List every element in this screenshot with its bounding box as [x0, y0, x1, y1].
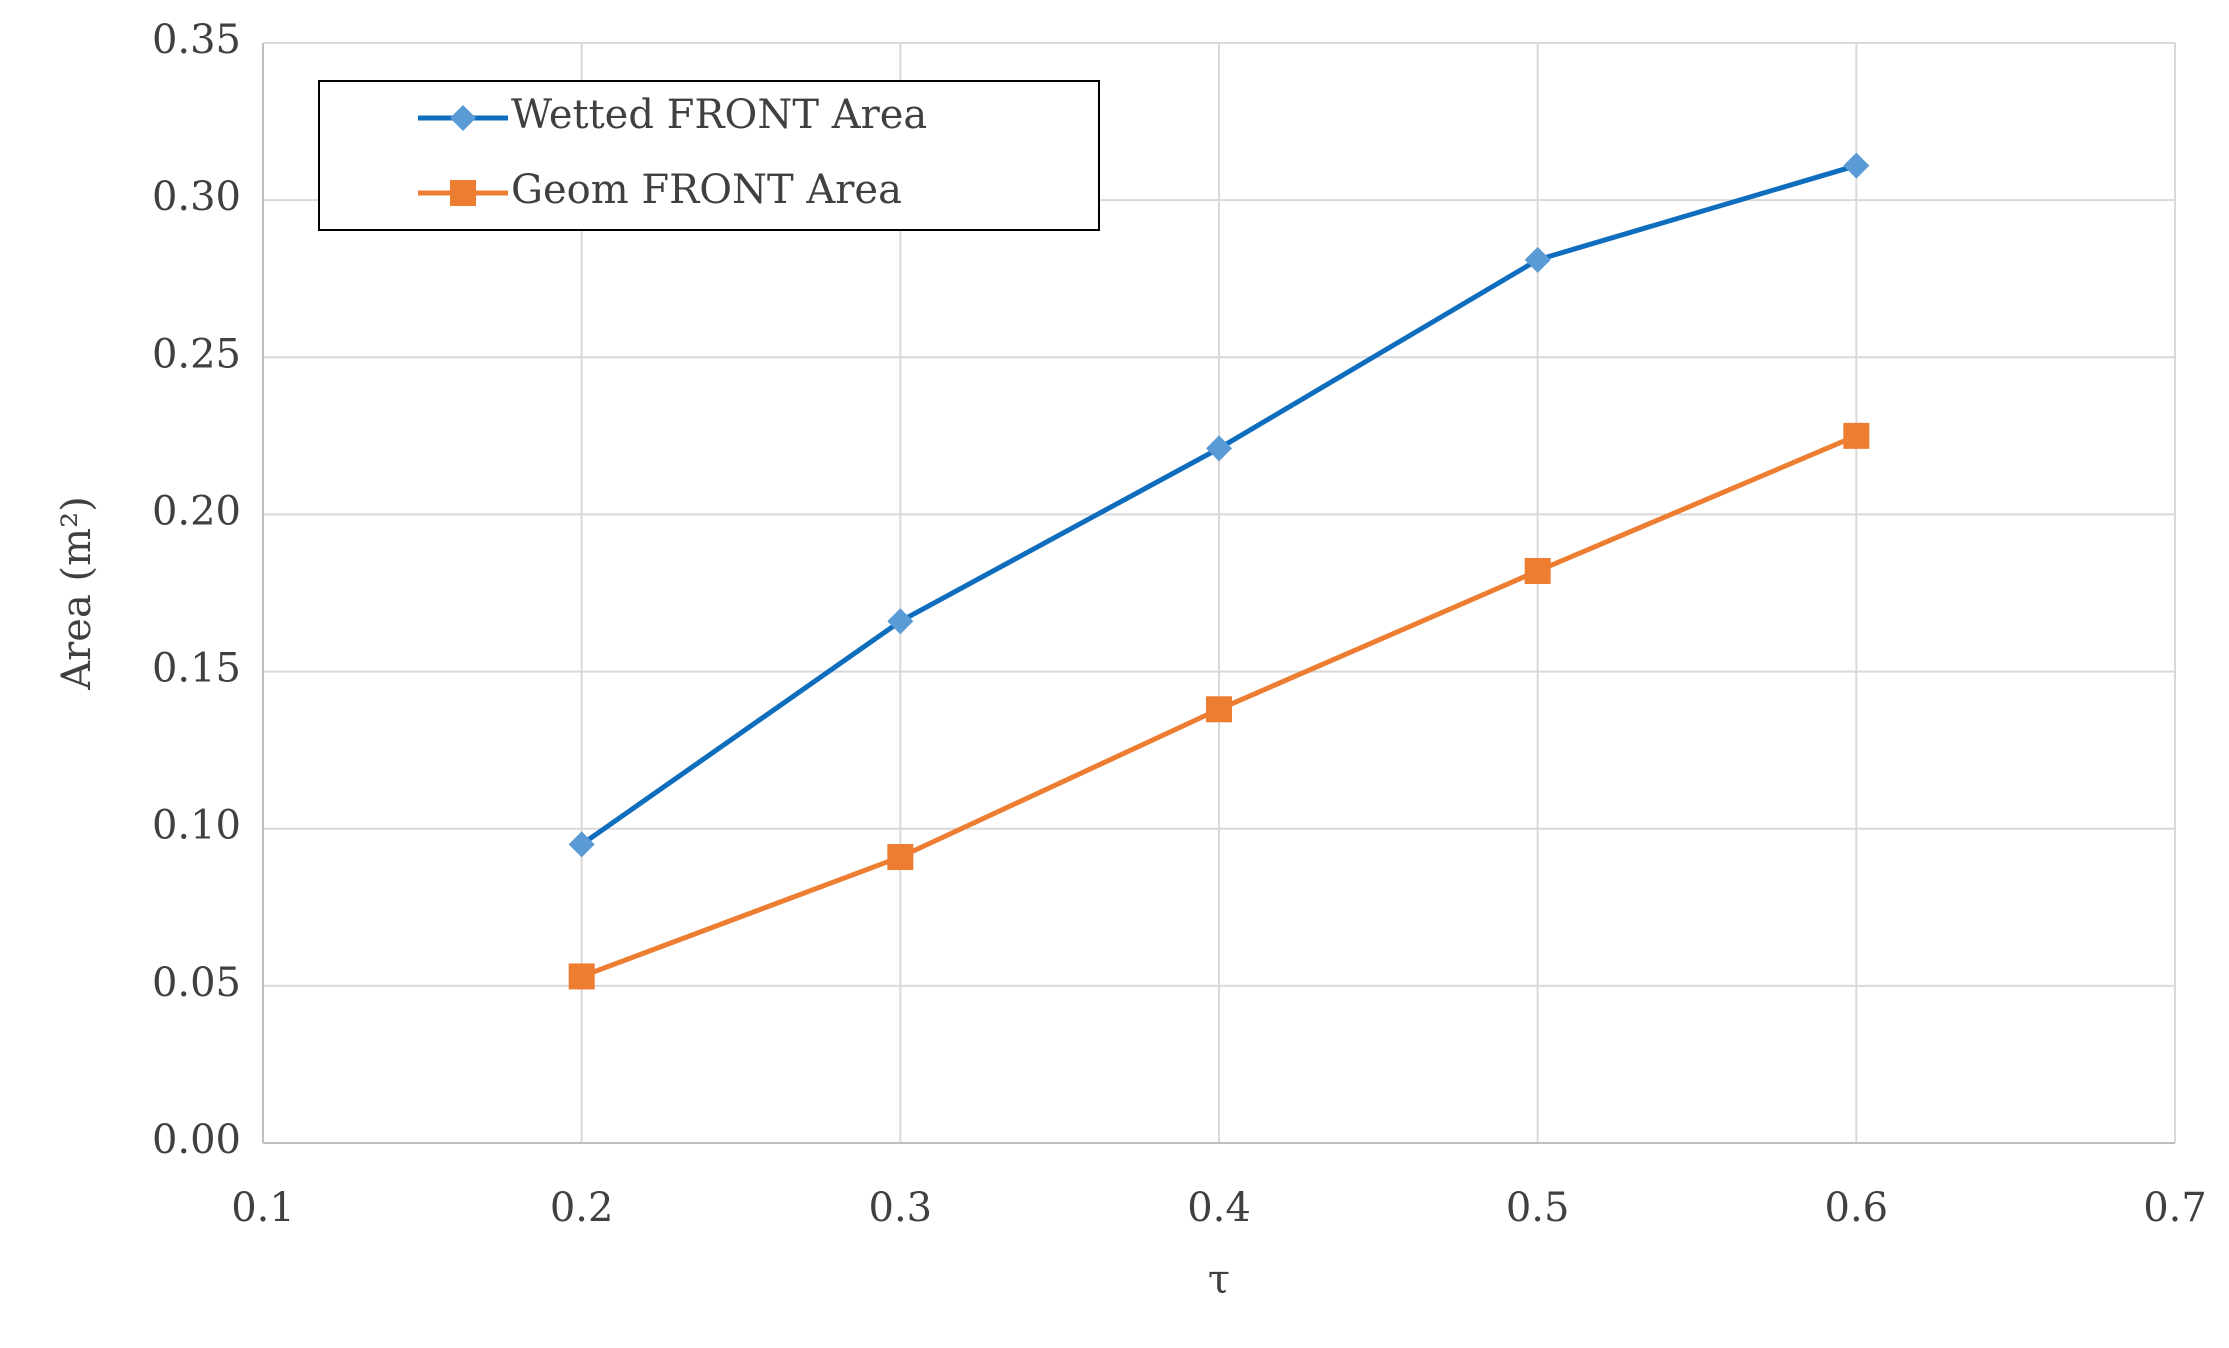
legend-box [318, 80, 1100, 231]
data-point [1843, 152, 1870, 179]
y-tick-label: 0.30 [152, 174, 241, 220]
x-tick-label: 0.6 [1825, 1185, 1889, 1231]
x-tick-label: 0.7 [2143, 1185, 2207, 1231]
data-point [1524, 246, 1551, 273]
data-point [887, 608, 914, 635]
x-tick-label: 0.5 [1506, 1185, 1570, 1231]
data-point [1206, 435, 1232, 462]
y-axis-label: Area (m²) [54, 496, 100, 690]
y-tick-label: 0.35 [152, 17, 241, 63]
data-point [1524, 558, 1551, 584]
x-tick-label: 0.3 [869, 1185, 933, 1231]
legend-label: Wetted FRONT Area [511, 92, 927, 138]
legend-marker [450, 180, 476, 206]
y-tick-label: 0.25 [152, 331, 241, 377]
x-tick-label: 0.1 [231, 1185, 295, 1231]
data-point [1843, 422, 1870, 449]
data-point [568, 831, 595, 858]
x-tick-label: 0.2 [550, 1185, 614, 1231]
x-tick-label: 0.4 [1187, 1185, 1251, 1231]
y-tick-label: 0.00 [152, 1117, 241, 1163]
y-tick-label: 0.20 [152, 488, 241, 534]
data-point [568, 963, 595, 990]
legend-marker [450, 105, 476, 131]
data-point [1206, 696, 1232, 723]
data-point [887, 844, 914, 870]
y-tick-label: 0.15 [152, 646, 241, 692]
x-axis-label: τ [1208, 1257, 1230, 1303]
y-tick-label: 0.05 [152, 960, 241, 1006]
legend-label: Geom FRONT Area [511, 167, 902, 213]
y-tick-label: 0.10 [152, 803, 241, 849]
